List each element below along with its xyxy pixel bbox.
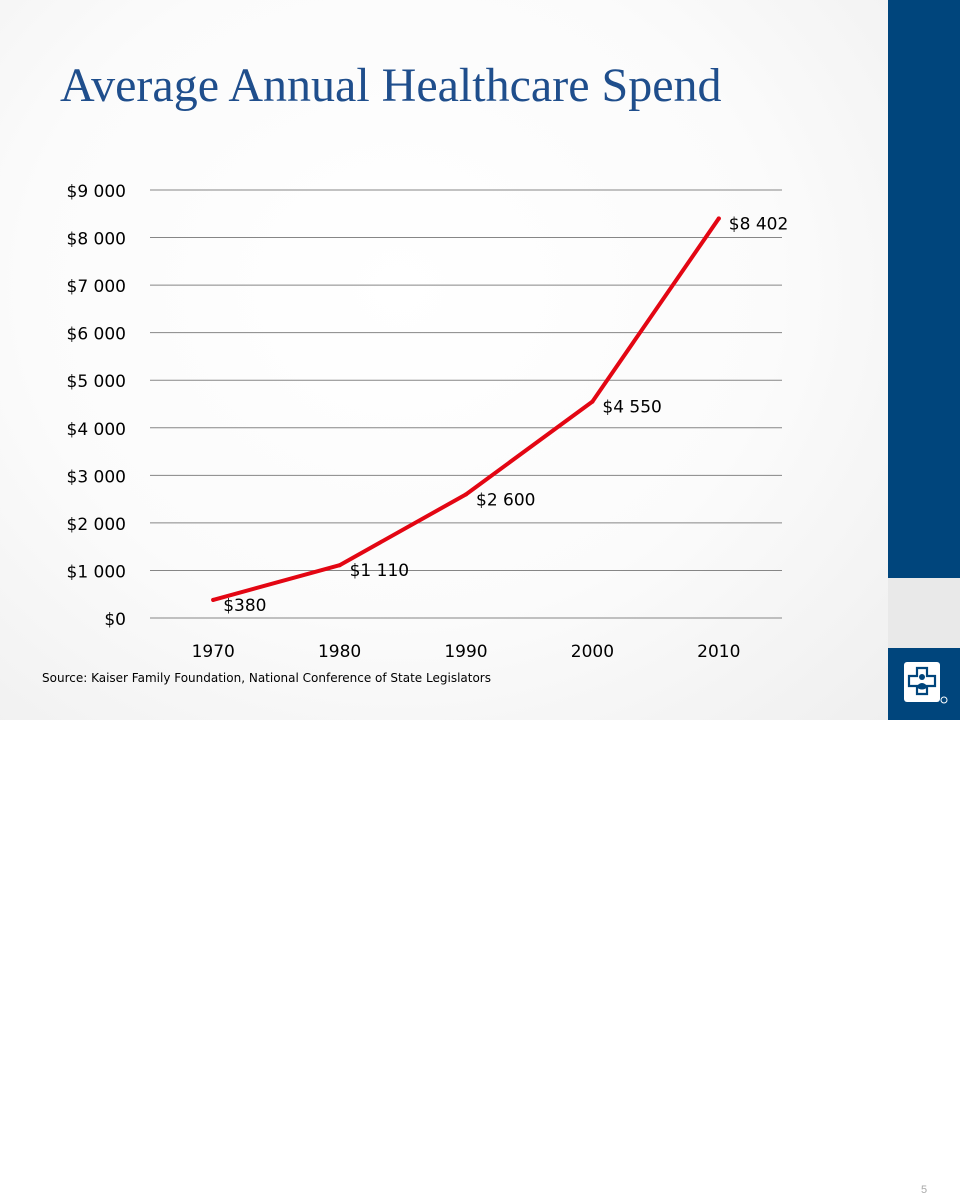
- data-point: [337, 563, 342, 568]
- x-tick-label: 1970: [192, 642, 235, 662]
- y-tick-label: $6 000: [67, 325, 126, 345]
- data-point: [590, 399, 595, 404]
- y-tick-label: $8 000: [67, 230, 126, 250]
- line-chart: $0 $1 000 $2 000 $3 000 $4 000 $5 000 $6 000 $7…: [67, 182, 789, 662]
- chart-data-labels: $380 $1 110 $2 600 $4 550 $8 402: [223, 214, 788, 615]
- y-tick-label: $1 000: [67, 562, 126, 582]
- slide-title: Average Annual Healthcare Spend: [60, 59, 722, 112]
- blue-cross-shield-icon: [904, 662, 948, 704]
- y-tick-label: $5 000: [67, 372, 126, 392]
- x-tick-label: 2010: [697, 642, 740, 662]
- x-axis-tick-labels: 1970 1980 1990 2000 2010: [192, 642, 741, 662]
- data-label: $2 600: [476, 490, 535, 510]
- data-label: $4 550: [602, 398, 661, 418]
- slide-background: [0, 0, 888, 720]
- data-point: [211, 597, 216, 602]
- y-tick-label: $3 000: [67, 467, 126, 487]
- x-tick-label: 1980: [318, 642, 361, 662]
- y-tick-label: $4 000: [67, 420, 126, 440]
- side-band-top: [888, 0, 960, 578]
- data-label: $380: [223, 596, 266, 616]
- y-tick-label: $7 000: [67, 277, 126, 297]
- chart-series: [211, 216, 721, 602]
- y-tick-label: $0: [104, 610, 126, 630]
- slide-number: 5: [920, 1184, 928, 1196]
- chart-gridlines: [150, 189, 782, 619]
- y-tick-label: $2 000: [67, 515, 126, 535]
- data-point: [464, 492, 468, 497]
- x-tick-label: 2000: [571, 642, 614, 662]
- y-tick-label: $9 000: [67, 182, 126, 202]
- source-note: Source: Kaiser Family Foundation, Nation…: [42, 671, 491, 685]
- data-label: $1 110: [350, 561, 409, 581]
- side-band: 5: [888, 0, 960, 1196]
- side-band-number-area: 5: [888, 578, 960, 1196]
- x-tick-label: 1990: [444, 642, 487, 662]
- data-point: [716, 216, 721, 221]
- data-label: $8 402: [729, 214, 788, 234]
- y-axis-tick-labels: $0 $1 000 $2 000 $3 000 $4 000 $5 000 $6 000 $7…: [67, 182, 126, 630]
